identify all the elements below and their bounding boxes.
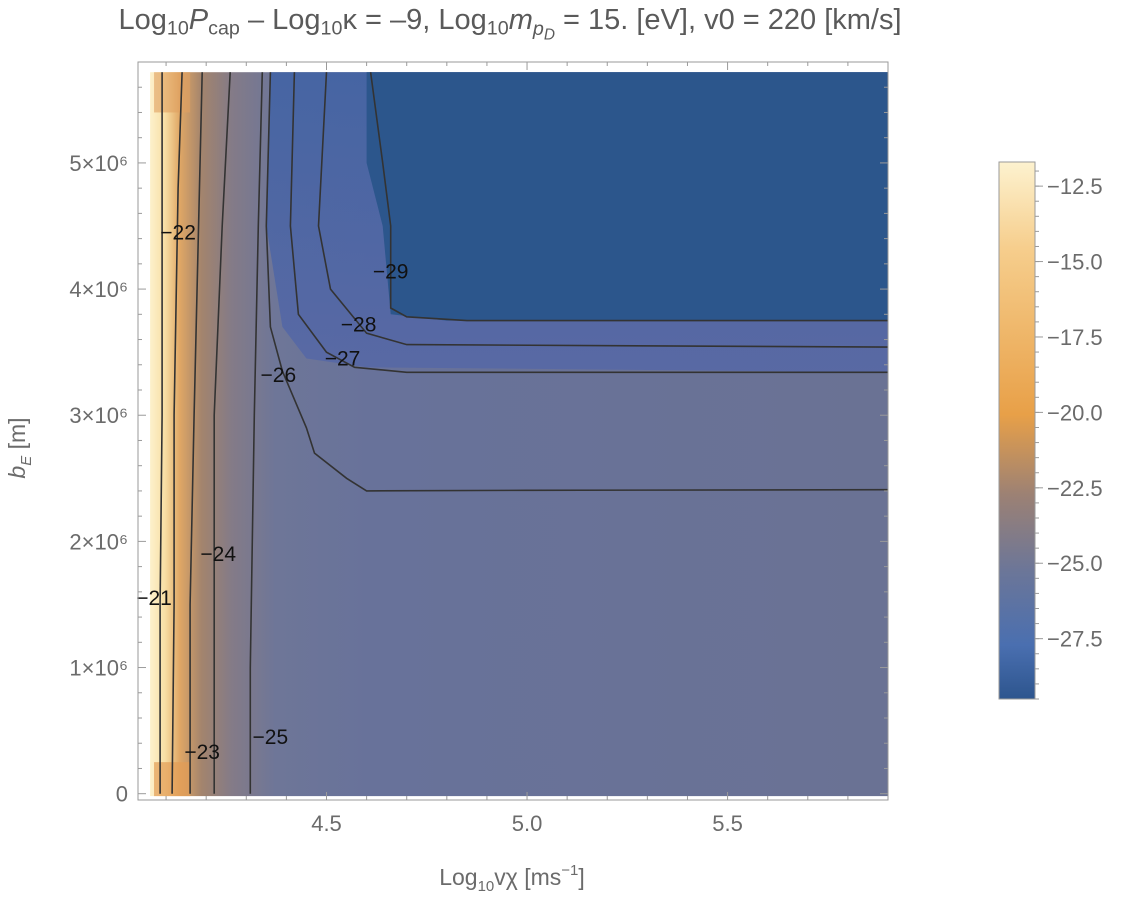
contour-line xyxy=(265,72,888,492)
contour-line xyxy=(249,72,264,794)
contour-line xyxy=(213,72,231,794)
colorbar-gradient xyxy=(998,161,1036,700)
contour-lines xyxy=(159,72,888,794)
contour-label: −21 xyxy=(136,587,172,610)
contour-line xyxy=(289,72,888,374)
colorbar-tick-label: −22.5 xyxy=(1047,476,1103,501)
contour-line xyxy=(189,72,203,794)
colorbar-tick-label: −27.5 xyxy=(1047,627,1103,652)
colorbar-tick-label: −17.5 xyxy=(1047,325,1103,350)
y-tick-label: 3×10⁶ xyxy=(69,403,128,428)
colorbar-tick-label: −25.0 xyxy=(1047,551,1103,576)
x-tick-label: 4.5 xyxy=(311,811,342,836)
contour-line xyxy=(159,72,163,794)
contour-line xyxy=(171,72,183,794)
contour-label: −24 xyxy=(200,543,236,566)
contour-label: −28 xyxy=(341,313,377,336)
density-field xyxy=(150,72,888,797)
contour-line xyxy=(317,72,888,348)
colorbar-tick-label: −20.0 xyxy=(1047,400,1103,425)
colorbar-ticks: −12.5 −15.0 −17.5 −20.0 −22.5 −25.0 −27.5 xyxy=(1035,170,1103,700)
chart-title: Log10Pcap – Log10κ = –9, Log10mpD = 15. … xyxy=(118,4,902,43)
contour-label: −22 xyxy=(160,221,196,244)
contour-label: −23 xyxy=(184,741,220,764)
y-tick-label: 4×10⁶ xyxy=(69,277,128,302)
y-tick-label: 2×10⁶ xyxy=(69,529,128,554)
y-tick-label: 1×10⁶ xyxy=(69,656,128,681)
colorbar: −12.5 −15.0 −17.5 −20.0 −22.5 −25.0 −27.5 xyxy=(998,161,1103,700)
y-tick-label: 5×10⁶ xyxy=(69,151,128,176)
contour-label: −27 xyxy=(325,347,361,370)
contour-label: −26 xyxy=(261,364,297,387)
x-axis-title: Log10vχ [ms−1] xyxy=(439,862,585,895)
y-tick-label: 0 xyxy=(116,782,128,807)
contour-labels: −21 −22 −23 −24 −25 −26 −27 −28 −29 xyxy=(136,221,408,764)
colorbar-tick-label: −12.5 xyxy=(1047,174,1103,199)
contour-label: −29 xyxy=(373,260,409,283)
colorbar-tick-label: −15.0 xyxy=(1047,250,1103,275)
x-tick-label: 5.5 xyxy=(712,811,743,836)
x-axis: 4.5 5.0 5.5 xyxy=(165,62,849,836)
y-axis-title: bE [m] xyxy=(4,417,35,478)
y-axis: 0 1×10⁶ 2×10⁶ 3×10⁶ 4×10⁶ 5×10⁶ xyxy=(69,86,888,807)
x-tick-label: 5.0 xyxy=(512,811,543,836)
contour-line xyxy=(369,72,888,322)
contour-label: −25 xyxy=(253,726,289,749)
plot-frame xyxy=(137,61,889,801)
